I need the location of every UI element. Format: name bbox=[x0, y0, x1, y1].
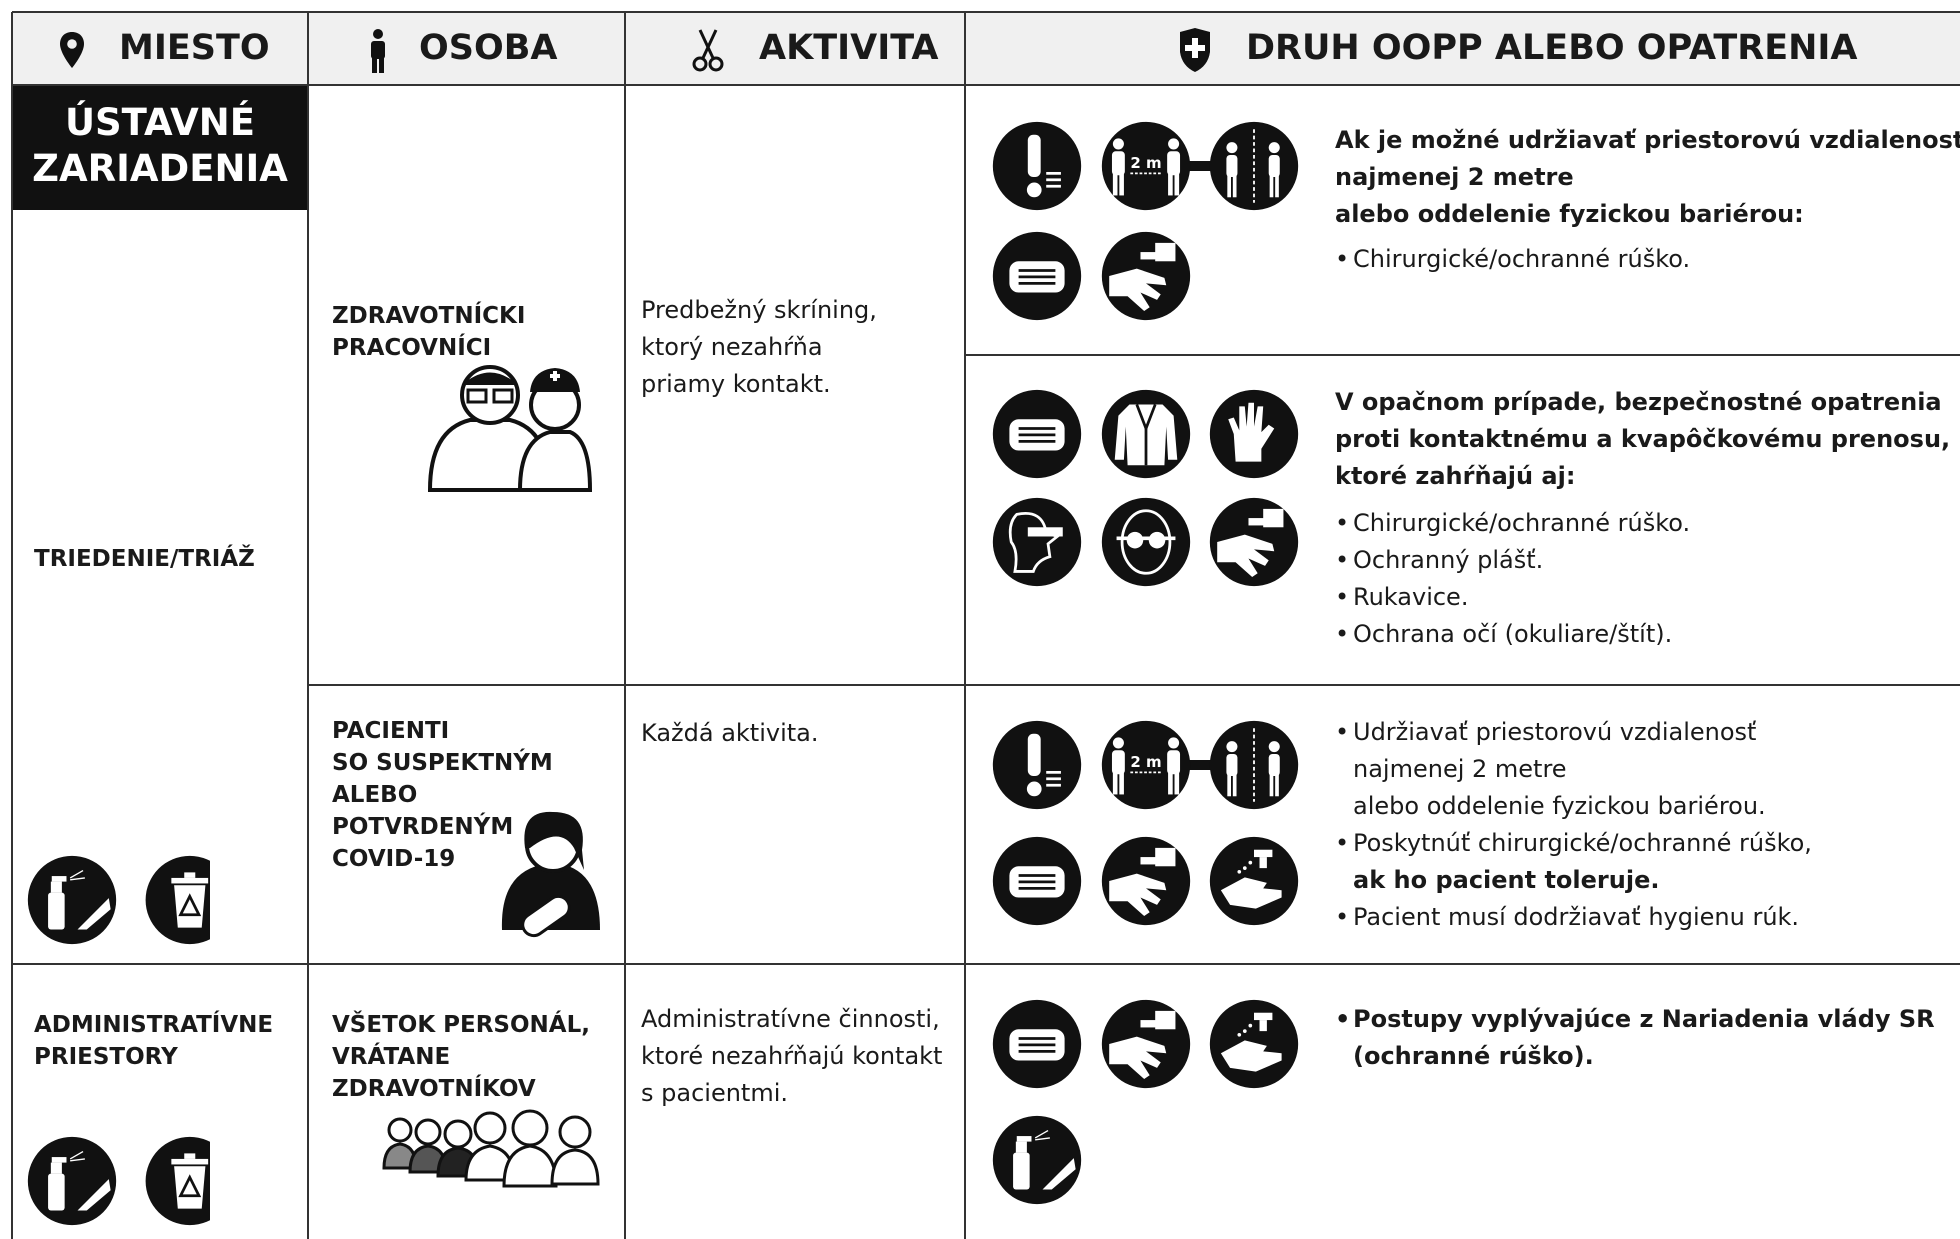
activity-line: Každá aktivita. bbox=[641, 719, 819, 747]
person-line: SO SUSPEKTNÝM bbox=[332, 750, 553, 776]
measure-heading: Ak je možné udržiavať priestorovú vzdial… bbox=[1335, 126, 1960, 154]
measure-heading: alebo oddelenie fyzickou bariérou: bbox=[1335, 200, 1804, 228]
staff-illustration bbox=[427, 365, 593, 492]
column-header: OSOBA bbox=[419, 28, 558, 68]
measure-heading: V opačnom prípade, bezpečnostné opatreni… bbox=[1335, 388, 1942, 416]
person-line: VRÁTANE bbox=[332, 1044, 451, 1070]
measure-heading: najmenej 2 metre bbox=[1335, 163, 1574, 191]
measure-bullet-line: ak ho pacient toleruje. bbox=[1353, 866, 1660, 894]
person-line: ZDRAVOTNÍCKI bbox=[332, 303, 526, 329]
column-header: DRUH OOPP ALEBO OPATRENIA bbox=[1246, 28, 1858, 68]
activity: Predbežný skríning, ktorý nezahŕňa priam… bbox=[641, 292, 877, 403]
person-line: VŠETOK PERSONÁL, bbox=[332, 1012, 590, 1038]
person: ZDRAVOTNÍCKI PRACOVNÍCI bbox=[332, 300, 525, 364]
patient-illustration bbox=[501, 811, 600, 938]
measure-heading: proti kontaktnému a kvapôčkovému prenosu… bbox=[1335, 425, 1951, 453]
activity-line: ktoré nezahŕňajú kontakt bbox=[641, 1042, 943, 1070]
section-title: ÚSTAVNÉ ZARIADENIA bbox=[12, 100, 308, 192]
section-line: ZARIADENIA bbox=[32, 147, 288, 190]
icon-label: 2 m bbox=[1130, 154, 1161, 172]
measure: Postupy vyplývajúce z Nariadenia vlády S… bbox=[1335, 1001, 1935, 1075]
activity-line: priamy kontakt. bbox=[641, 370, 831, 398]
person: PACIENTI SO SUSPEKTNÝM ALEBO POTVRDENÝM … bbox=[332, 715, 553, 875]
icon-label: 2 m bbox=[1130, 753, 1161, 771]
measure: Udržiavať priestorovú vzdialenosť najmen… bbox=[1335, 714, 1812, 936]
person-line: ZDRAVOTNÍKOV bbox=[332, 1076, 536, 1102]
measure-bullet: Pacient musí dodržiavať hygienu rúk. bbox=[1335, 899, 1812, 936]
section-line: ÚSTAVNÉ bbox=[64, 101, 256, 144]
person-line: PRACOVNÍCI bbox=[332, 335, 492, 361]
person-line: POTVRDENÝM bbox=[332, 814, 514, 840]
measure-bullet: Rukavice. bbox=[1335, 579, 1950, 616]
activity-line: ktorý nezahŕňa bbox=[641, 333, 823, 361]
person-line: ALEBO bbox=[332, 782, 418, 808]
activity-line: Administratívne činnosti, bbox=[641, 1005, 940, 1033]
all-staff-illustration bbox=[382, 1109, 600, 1188]
activity-line: Predbežný skríning, bbox=[641, 296, 877, 324]
measure-bullet: Ochranný plášť. bbox=[1335, 542, 1950, 579]
place: ADMINISTRATÍVNE PRIESTORY bbox=[34, 1009, 273, 1073]
person-line: PACIENTI bbox=[332, 718, 450, 744]
measure-bullet-line: (ochranné rúško). bbox=[1353, 1042, 1594, 1070]
measure-bullet: Chirurgické/ochranné rúško. bbox=[1335, 505, 1950, 542]
person: VŠETOK PERSONÁL, VRÁTANE ZDRAVOTNÍKOV bbox=[332, 1009, 590, 1105]
measure-bullet-line: najmenej 2 metre bbox=[1353, 755, 1567, 783]
measure-bullet: Poskytnúť chirurgické/ochranné rúško, bbox=[1335, 825, 1812, 862]
measure-bullet-line: alebo oddelenie fyzickou bariérou. bbox=[1353, 792, 1766, 820]
measure-bullet: Udržiavať priestorovú vzdialenosť bbox=[1335, 714, 1812, 751]
activity: Každá aktivita. bbox=[641, 715, 819, 752]
measure-heading: ktoré zahŕňajú aj: bbox=[1335, 462, 1576, 490]
measure-bullet: Chirurgické/ochranné rúško. bbox=[1335, 241, 1960, 278]
person-line: COVID-19 bbox=[332, 846, 456, 872]
measure: V opačnom prípade, bezpečnostné opatreni… bbox=[1335, 384, 1950, 653]
place-line: PRIESTORY bbox=[34, 1044, 178, 1070]
column-header: MIESTO bbox=[119, 28, 270, 68]
measure-bullet: Postupy vyplývajúce z Nariadenia vlády S… bbox=[1335, 1001, 1935, 1038]
place-line: ADMINISTRATÍVNE bbox=[34, 1012, 274, 1038]
place: TRIEDENIE/TRIÁŽ bbox=[34, 546, 255, 572]
measure-bullet: Ochrana očí (okuliare/štít). bbox=[1335, 616, 1950, 653]
column-header: AKTIVITA bbox=[759, 28, 939, 68]
activity-line: s pacientmi. bbox=[641, 1079, 788, 1107]
activity: Administratívne činnosti, ktoré nezahŕňa… bbox=[641, 1001, 942, 1112]
measure: Ak je možné udržiavať priestorovú vzdial… bbox=[1335, 122, 1960, 278]
